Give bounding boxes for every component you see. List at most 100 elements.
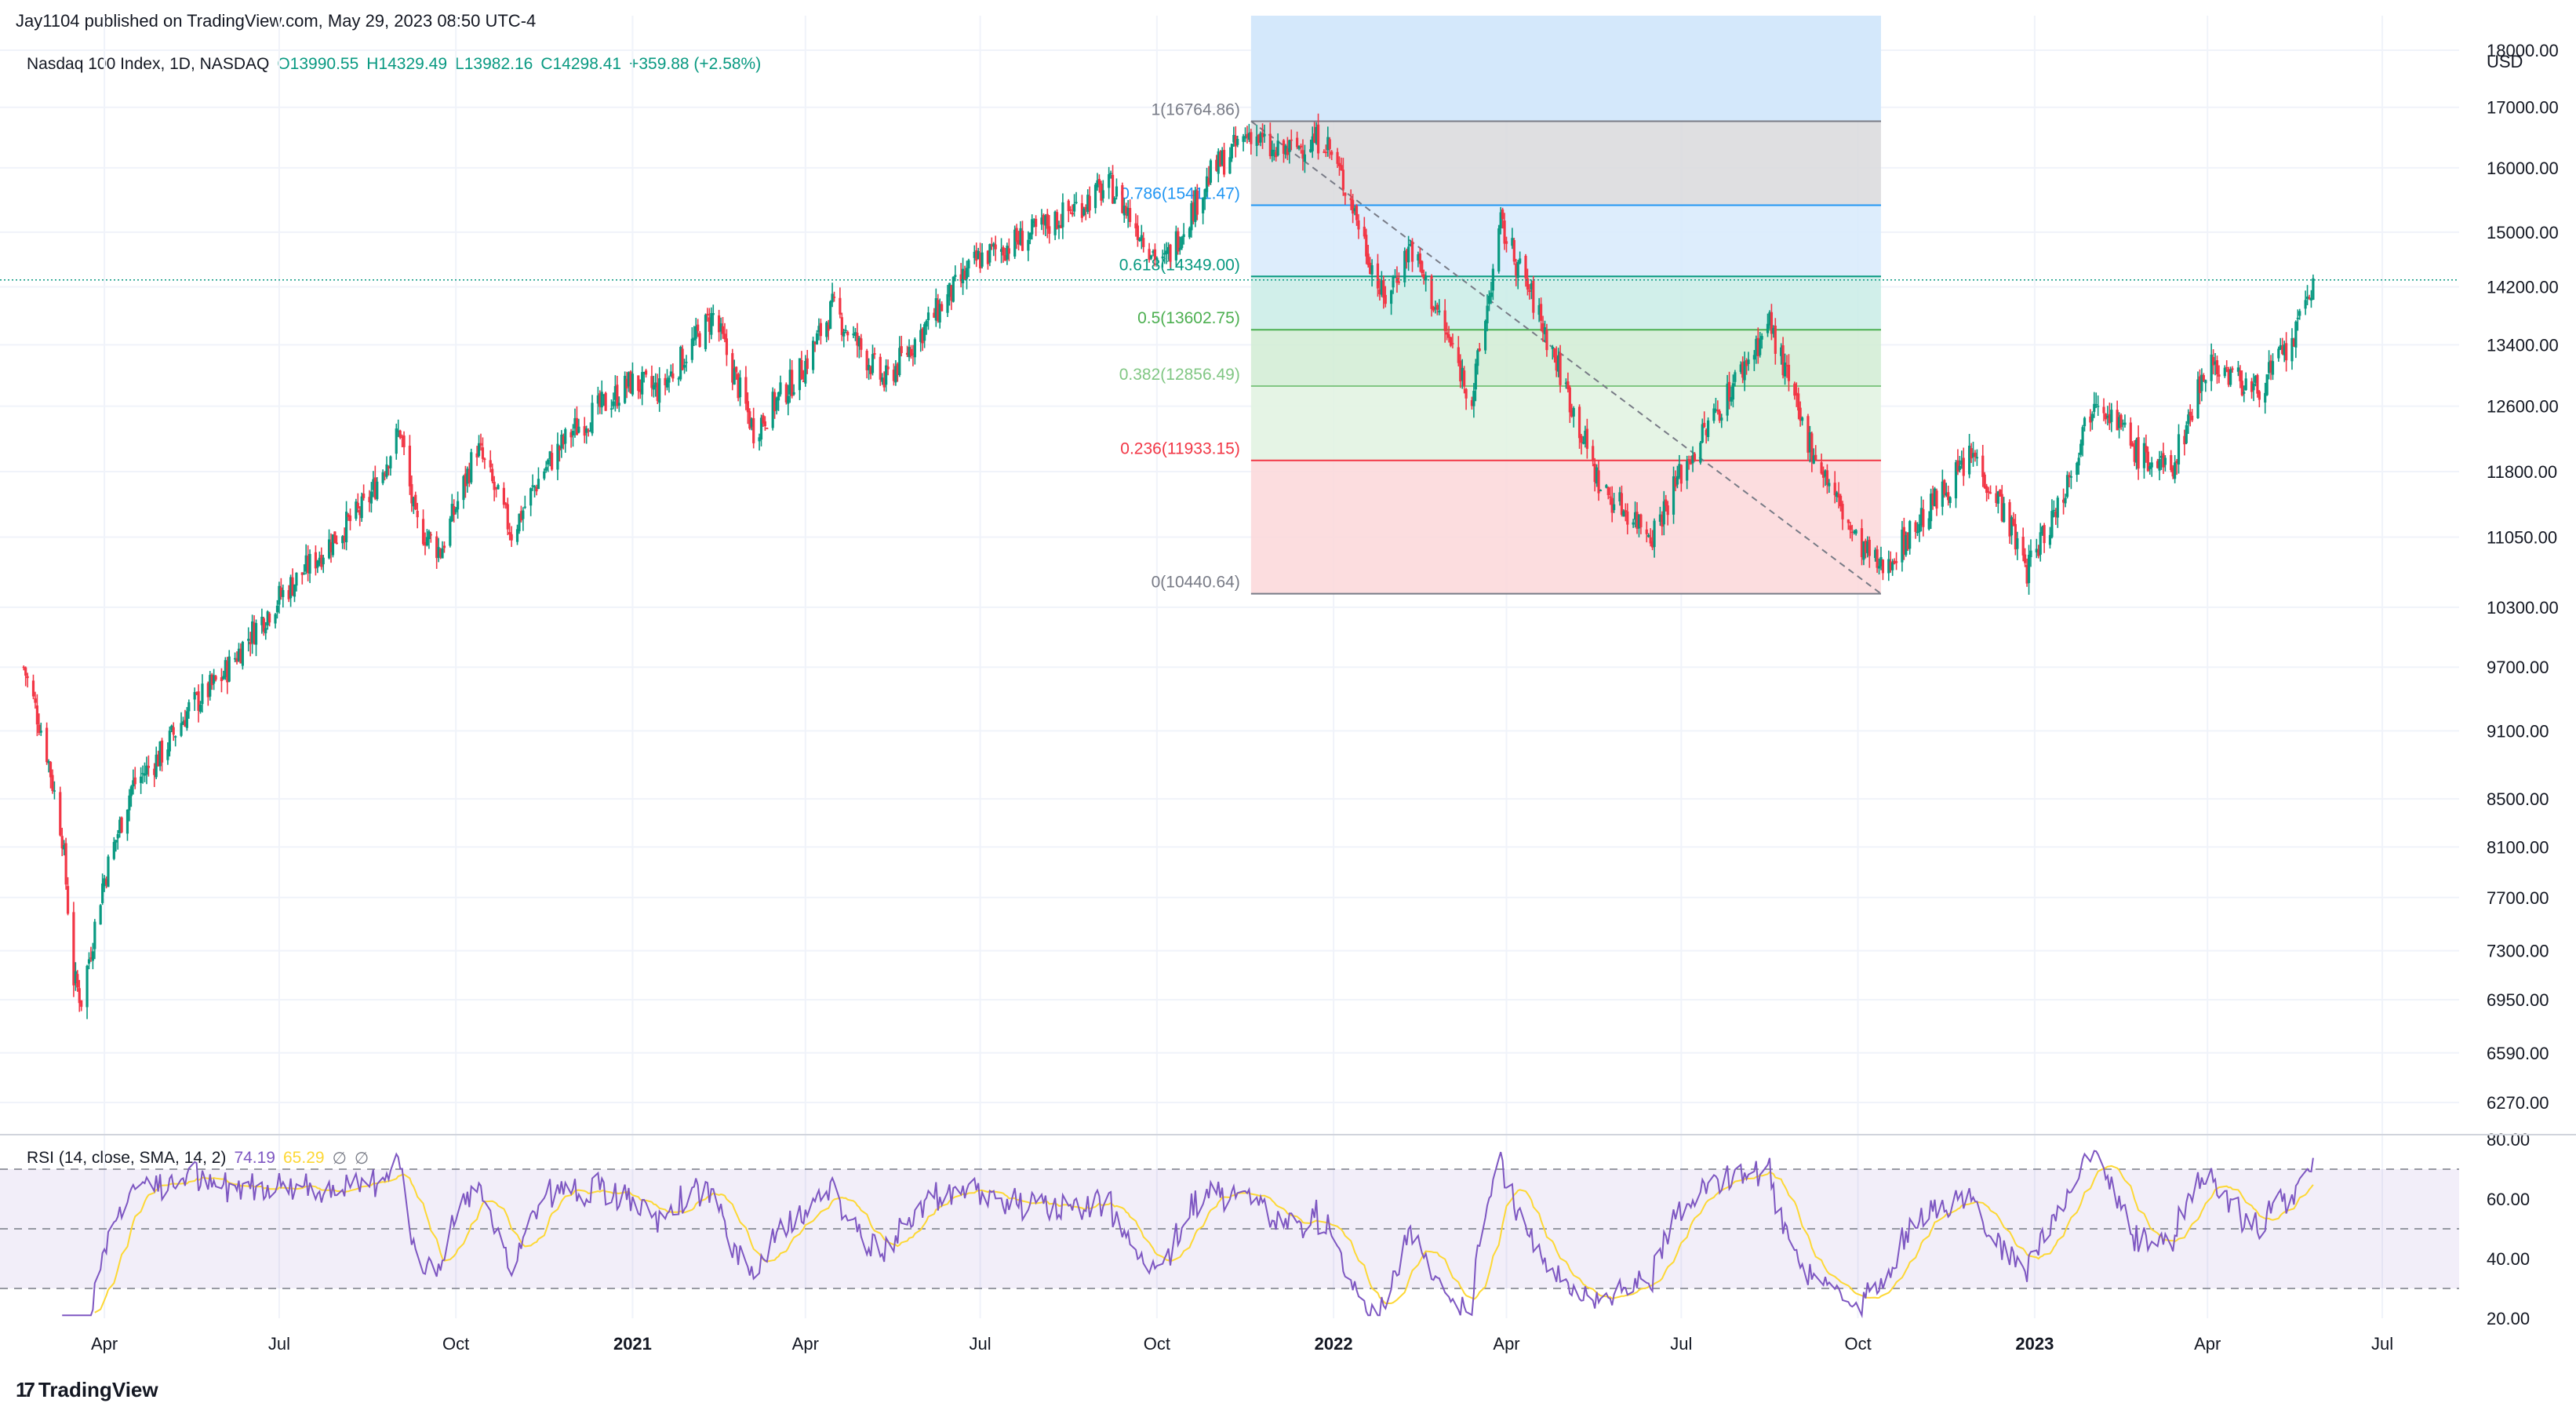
rsi-sma-line xyxy=(94,1164,2314,1314)
rsi-tick-label: 20.00 xyxy=(2487,1309,2530,1328)
candle-body xyxy=(80,1000,83,1008)
candle-body xyxy=(2041,527,2044,534)
candle-body xyxy=(1109,173,1112,175)
y-tick-label: 18000.00 xyxy=(2487,41,2559,60)
candle-body xyxy=(625,378,628,388)
tradingview-logo[interactable]: 17 TradingView xyxy=(16,1378,158,1402)
candle-body xyxy=(963,270,966,279)
high-value: H14329.49 xyxy=(366,55,448,73)
candle-body xyxy=(1837,494,1840,497)
candle-body xyxy=(38,724,41,734)
candle-body xyxy=(421,519,425,545)
candle-body xyxy=(1839,495,1843,507)
candle-body xyxy=(975,250,978,261)
candle-body xyxy=(738,377,742,398)
candle-body xyxy=(1524,256,1527,279)
candle-body xyxy=(811,341,815,370)
candle-body xyxy=(1483,321,1487,351)
candle-body xyxy=(658,378,661,403)
candle-body xyxy=(254,623,258,645)
candle-body xyxy=(1071,212,1074,215)
candle-body xyxy=(1499,212,1502,229)
fib-level-label: 0.382(12856.49) xyxy=(1119,366,1240,384)
candle-body xyxy=(408,445,412,487)
candle-body xyxy=(1785,365,1788,366)
candle-body xyxy=(1559,352,1562,385)
candle-body xyxy=(806,358,809,370)
candle-body xyxy=(1257,134,1261,143)
candle-body xyxy=(279,587,282,597)
candle-body xyxy=(1040,217,1043,225)
candle-body xyxy=(1595,467,1599,484)
candle-body xyxy=(1365,235,1368,257)
candle-body xyxy=(2258,391,2261,400)
candle-body xyxy=(502,487,505,505)
candle-body xyxy=(104,879,108,885)
candle-body xyxy=(99,905,102,925)
candle-body xyxy=(2211,357,2215,366)
candle-body xyxy=(1337,162,1341,166)
candle-body xyxy=(2267,362,2271,374)
candle-body xyxy=(671,373,675,379)
candle-body xyxy=(470,452,473,483)
candle-body xyxy=(1393,276,1397,279)
candle-body xyxy=(631,374,635,395)
candle-body xyxy=(1825,470,1829,485)
candle-body xyxy=(2214,361,2217,365)
candle-body xyxy=(1718,410,1721,421)
candle-body xyxy=(412,497,415,507)
candle-body xyxy=(1459,360,1462,382)
candle-body xyxy=(908,347,911,358)
candle-body xyxy=(2170,455,2173,471)
candle-body xyxy=(60,836,64,849)
candle-body xyxy=(2054,512,2058,517)
candle-body xyxy=(609,408,613,410)
candle-body xyxy=(1163,253,1166,255)
candle-body xyxy=(748,411,751,429)
fib-zone xyxy=(1250,276,1881,330)
candle-body xyxy=(1800,417,1804,421)
candle-body xyxy=(1296,137,1299,148)
candle-body xyxy=(1355,206,1359,220)
candle-body xyxy=(860,338,863,350)
candle-body xyxy=(2309,297,2313,301)
candle-body xyxy=(725,338,729,355)
candle-body xyxy=(2312,278,2315,301)
candle-body xyxy=(126,809,129,834)
candle-body xyxy=(1286,148,1289,155)
y-tick-label: 11050.00 xyxy=(2487,528,2557,548)
candle-body xyxy=(2305,296,2309,300)
candle-body xyxy=(2118,417,2121,428)
candle-body xyxy=(652,384,655,390)
candle-body xyxy=(172,727,175,735)
candle-body xyxy=(1605,485,1608,488)
candle-body xyxy=(1217,151,1220,174)
candle-body xyxy=(613,386,617,400)
candle-body xyxy=(937,300,940,322)
candle-body xyxy=(1461,367,1464,381)
candle-body xyxy=(1284,145,1287,155)
candle-body xyxy=(1933,488,1937,507)
candle-body xyxy=(358,509,362,516)
candle-body xyxy=(965,268,969,279)
candle-body xyxy=(2104,414,2108,420)
candle-body xyxy=(2298,311,2301,316)
candle-body xyxy=(1340,165,1343,171)
candle-body xyxy=(1793,383,1796,396)
candle-body xyxy=(24,667,27,676)
y-tick-label: 8100.00 xyxy=(2487,837,2549,857)
candle-body xyxy=(397,430,400,432)
candle-body xyxy=(1272,150,1275,151)
candle-body xyxy=(981,252,984,267)
candle-body xyxy=(239,648,242,664)
candle-body xyxy=(237,648,241,661)
candle-body xyxy=(894,366,897,383)
candle-body xyxy=(1243,136,1247,139)
candle-body xyxy=(398,430,402,438)
candle-body xyxy=(344,512,348,543)
candle-body xyxy=(506,504,509,530)
candle-body xyxy=(558,446,561,450)
candle-body xyxy=(1781,345,1785,376)
candle-body xyxy=(291,577,294,596)
